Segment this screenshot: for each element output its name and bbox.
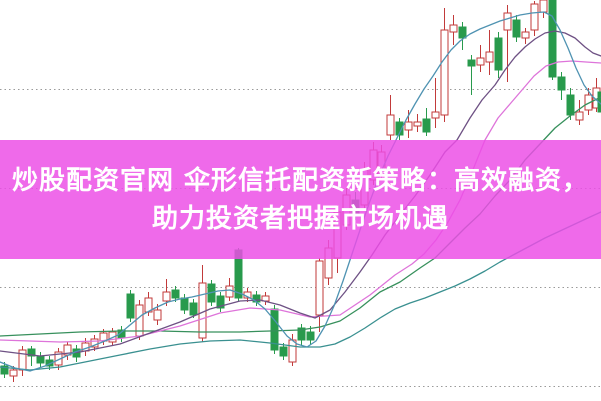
candle-down — [458, 26, 467, 39]
candle-up — [440, 29, 449, 116]
candle-down — [297, 327, 306, 341]
candle-down — [512, 19, 521, 38]
candle-up — [575, 111, 584, 121]
candle-up — [503, 12, 512, 31]
candle-down — [306, 331, 315, 341]
candle-up — [449, 24, 458, 33]
candle-down — [557, 76, 566, 91]
candle-down — [0, 365, 9, 375]
candle-down — [494, 37, 503, 71]
candle-up — [485, 51, 494, 63]
candle-up — [413, 121, 422, 127]
candle-down — [422, 118, 431, 133]
banner-text-line2: 助力投资者把握市场机遇 — [151, 203, 449, 234]
candle-up — [153, 309, 162, 321]
candle-up — [584, 94, 593, 111]
candle-down — [126, 293, 135, 319]
candle-up — [386, 114, 395, 136]
candle-up — [225, 285, 234, 298]
candle-down — [180, 297, 189, 311]
candle-up — [9, 369, 18, 377]
candle-up — [315, 260, 324, 316]
ma-short-cyan — [0, 11, 601, 372]
candle-down — [252, 294, 261, 303]
banner-text-line1: 炒股配资官网 伞形信托配资新策略：高效融资， — [11, 165, 590, 196]
candle-down — [279, 346, 288, 357]
candle-up — [90, 338, 99, 348]
candle-up — [404, 121, 413, 131]
candle-down — [548, 0, 557, 78]
candle-down — [171, 289, 180, 299]
candle-down — [566, 94, 575, 116]
candle-down — [216, 295, 225, 309]
candle-up — [476, 57, 485, 66]
candle-down — [36, 355, 45, 364]
candle-down — [27, 348, 36, 357]
candle-down — [395, 121, 404, 136]
candle-up — [162, 291, 171, 302]
candle-up — [530, 3, 539, 31]
candle-down — [45, 359, 54, 367]
candle-up — [521, 31, 530, 39]
promo-banner-overlay: 炒股配资官网 伞形信托配资新策略：高效融资， 助力投资者把握市场机遇 — [0, 140, 601, 259]
candle-down — [467, 59, 476, 67]
candle-down — [189, 302, 198, 316]
candle-up — [288, 339, 297, 363]
candle-up — [431, 111, 440, 119]
candle-up — [539, 0, 548, 13]
